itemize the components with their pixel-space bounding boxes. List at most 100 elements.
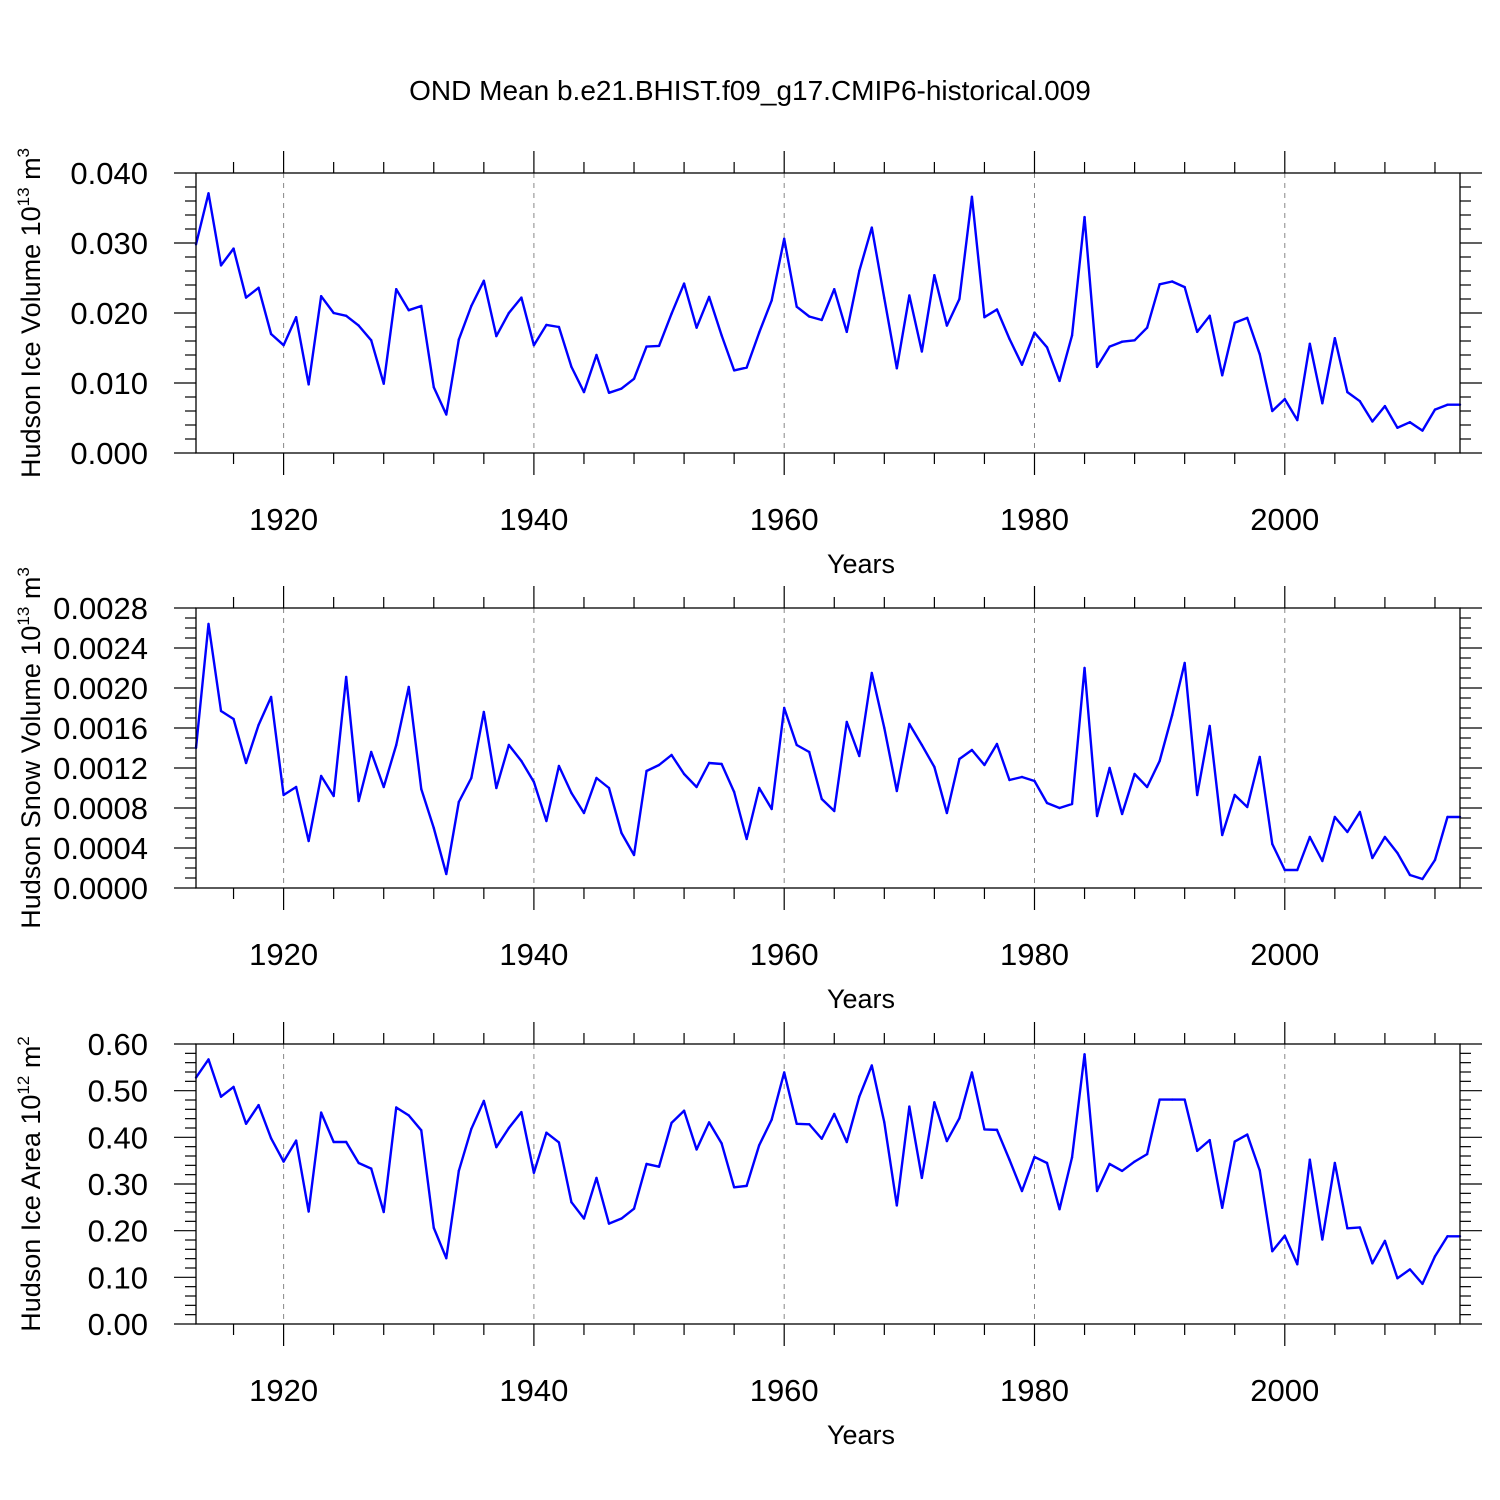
data-point-1928 [382, 785, 385, 789]
data-point-2002 [1308, 835, 1312, 839]
data-point-1960 [782, 237, 786, 240]
data-point-1947 [620, 387, 623, 390]
data-point-1997 [1246, 316, 1249, 320]
data-point-1931 [420, 787, 423, 791]
data-point-1966 [858, 1095, 861, 1098]
y-axis-label-unit-exponent: 2 [14, 1036, 33, 1045]
data-point-1927 [370, 339, 373, 342]
data-point-1949 [645, 1162, 648, 1166]
data-point-1924 [332, 794, 335, 798]
data-point-1995 [1221, 374, 1224, 377]
data-point-1970 [908, 722, 911, 726]
data-point-1987 [1120, 1169, 1124, 1173]
x-tick-label: 1920 [249, 937, 318, 972]
data-point-1972 [933, 1101, 936, 1104]
panel-snow-volume: 0.0000 0.0004 0.0008 0.0012 0.0016 0.0020 0.00… [14, 567, 1482, 1014]
x-tick-label: 1960 [750, 502, 819, 537]
y-tick-label: 0.10 [88, 1260, 148, 1295]
data-point-1923 [319, 1111, 323, 1114]
data-point-1989 [1145, 785, 1149, 789]
data-point-1959 [770, 807, 773, 811]
data-point-1962 [808, 1123, 811, 1126]
x-ticks [232, 151, 1436, 475]
data-point-1926 [357, 1161, 360, 1165]
data-point-1929 [395, 1106, 398, 1109]
data-point-1990 [1158, 283, 1161, 286]
data-point-1917 [244, 296, 248, 299]
figure-title: OND Mean b.e21.BHIST.f09_g17.CMIP6-histo… [409, 75, 1091, 106]
data-point-1932 [432, 386, 435, 389]
data-point-1915 [219, 709, 223, 713]
data-point-1940 [532, 780, 536, 784]
data-point-1953 [695, 1148, 698, 1151]
data-point-1932 [432, 1226, 435, 1230]
data-point-1931 [420, 1129, 423, 1132]
x-ticks [232, 1022, 1436, 1346]
data-point-1946 [607, 786, 611, 790]
data-point-1994 [1208, 724, 1211, 728]
data-points [194, 192, 1462, 432]
plot-frame [195, 172, 1461, 454]
data-point-2012 [1433, 408, 1437, 411]
data-point-1919 [269, 695, 273, 699]
data-point-1992 [1183, 1098, 1186, 1101]
data-point-1914 [207, 192, 210, 195]
data-point-1981 [1045, 346, 1049, 349]
y-tick-label: 0.030 [70, 226, 148, 261]
y-tick-label: 0.00 [88, 1307, 148, 1342]
data-point-2008 [1383, 835, 1387, 839]
data-point-1980 [1033, 1155, 1036, 1159]
data-point-1934 [457, 338, 461, 341]
data-point-1918 [257, 286, 260, 289]
x-tick-label: 2000 [1250, 502, 1319, 537]
data-point-2011 [1421, 1282, 1424, 1286]
x-tick-label: 1940 [499, 502, 568, 537]
data-point-1937 [495, 334, 498, 338]
y-tick-label: 0.40 [88, 1120, 148, 1155]
data-point-1992 [1183, 285, 1186, 289]
data-point-1952 [682, 1109, 686, 1112]
data-point-1916 [232, 1085, 235, 1089]
y-axis-label-text: Hudson Ice Volume 10 [16, 206, 46, 478]
data-point-1994 [1208, 314, 1211, 317]
data-point-1993 [1195, 1149, 1199, 1153]
data-point-2009 [1396, 851, 1399, 855]
data-point-1990 [1158, 1098, 1161, 1101]
data-point-1967 [870, 1064, 874, 1067]
data-point-1982 [1058, 806, 1061, 810]
plot-frame [195, 607, 1461, 889]
data-point-1972 [933, 765, 936, 769]
data-point-1991 [1170, 713, 1174, 717]
data-point-1935 [470, 304, 473, 308]
data-point-1945 [595, 353, 598, 357]
data-point-1982 [1058, 379, 1061, 383]
data-point-1920 [282, 793, 285, 797]
data-point-1972 [933, 274, 936, 277]
y-tick-label: 0.0008 [53, 791, 148, 826]
data-point-2013 [1446, 815, 1449, 819]
data-point-1987 [1120, 812, 1124, 816]
data-point-1941 [545, 1131, 548, 1134]
data-point-1915 [219, 264, 223, 267]
data-point-1983 [1070, 334, 1074, 337]
data-point-1968 [883, 1121, 886, 1124]
data-point-1942 [557, 325, 561, 329]
y-tick-label: 0.60 [88, 1027, 148, 1062]
data-point-1942 [557, 764, 561, 768]
data-point-1937 [495, 1145, 498, 1149]
data-point-1999 [1271, 842, 1274, 846]
data-point-1988 [1133, 339, 1136, 342]
data-point-1966 [858, 269, 861, 273]
data-point-1944 [582, 1217, 586, 1220]
data-point-1924 [332, 311, 335, 315]
data-point-1991 [1170, 280, 1174, 283]
data-point-1945 [595, 776, 598, 780]
data-point-2002 [1308, 342, 1312, 345]
data-point-1993 [1195, 330, 1199, 334]
data-point-1948 [632, 1207, 636, 1210]
data-point-2003 [1321, 1238, 1324, 1241]
panel-ice-volume: 0.000 0.010 0.020 0.030 0.040 1920 1940 1960 198… [14, 148, 1482, 579]
x-tick-label: 1960 [750, 1373, 819, 1408]
data-point-1936 [482, 1099, 486, 1103]
y-axis-label: Hudson Ice Volume 1013 m3 [14, 148, 46, 478]
